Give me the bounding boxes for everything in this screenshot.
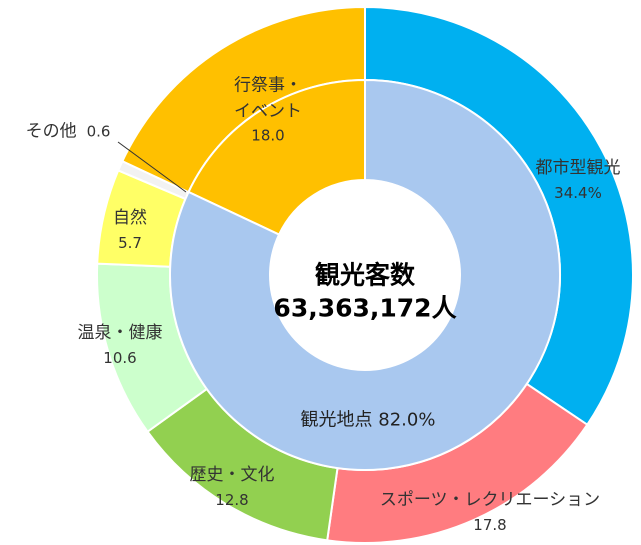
slice-value: 5.7 [118,233,142,252]
slice-label: 行祭事・イベント 18.0 [228,73,308,147]
slice-value: 18.0 [251,126,285,145]
center-title: 観光客数 [314,260,415,290]
slice-value: 17.8 [473,515,507,534]
slice-name: 都市型観光 [535,158,621,178]
slice-name: 自然 [113,208,147,228]
slice-name: 温泉・健康 [77,323,163,343]
slice-value: 0.6 [86,122,111,141]
leader-line [117,141,187,193]
slice-label: 歴史・文化 12.8 [190,463,275,511]
inner-wedge [187,78,366,236]
slice-label: 温泉・健康 10.6 [78,321,163,369]
slice-value: 12.8 [215,490,249,509]
inner-name: 観光地点 [300,409,373,431]
center-value: 63,363,172人 [273,293,457,322]
slice-name: その他 [25,121,77,142]
slice-label: その他 0.6 [26,119,111,145]
slice-label: 都市型観光 34.4% [536,156,621,204]
center-label: 観光客数 63,363,172人 [273,260,456,325]
slice-name: 歴史・文化 [189,465,275,485]
slice-name: スポーツ・レクリエーション [379,490,601,510]
slice-value: 10.6 [103,348,137,367]
slice-value: 34.4% [554,183,602,202]
inner-wedge [169,78,561,471]
inner-label: 観光地点 82.0% [301,407,436,434]
slice-label: スポーツ・レクリエーション 17.8 [380,488,600,536]
slice-name: 行祭事・イベント [234,75,302,121]
inner-value: 82.0% [378,409,436,431]
slice-label: 自然 5.7 [113,206,147,254]
